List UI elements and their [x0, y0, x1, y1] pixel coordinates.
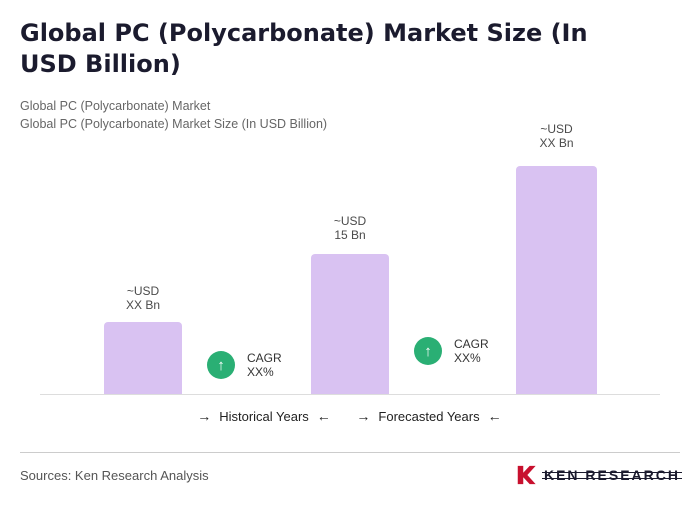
bar-value-line1: ~USD — [540, 122, 573, 136]
ken-research-logo: KEN RESEARCH — [515, 464, 683, 486]
cagr-value: XX% — [247, 365, 274, 379]
x-axis-labels: → Historical Years ← → Forecasted Years … — [20, 408, 680, 430]
cagr-text: CAGR XX% — [454, 337, 489, 365]
chart-subtitle-market: Global PC (Polycarbonate) Market — [20, 99, 211, 113]
forecasted-years-label: → Forecasted Years ← — [356, 408, 501, 424]
right-arrow-icon: → — [356, 408, 371, 424]
bar-historical — [104, 322, 182, 394]
ken-research-logo-text: KEN RESEARCH — [541, 467, 683, 483]
bar-base — [311, 254, 389, 394]
chart-subtitle-size: Global PC (Polycarbonate) Market Size (I… — [20, 117, 328, 131]
bar-value-label-base: ~USD 15 Bn — [311, 214, 389, 242]
growth-up-arrow-icon: ↑ — [207, 351, 235, 379]
cagr-badge-2: ↑ CAGR XX% — [414, 337, 489, 365]
historical-years-text: Historical Years — [219, 408, 309, 424]
cagr-badge-1: ↑ CAGR XX% — [207, 351, 282, 379]
bar-value-line1: ~USD — [333, 214, 367, 228]
bar-value-line1: ~USD — [126, 284, 160, 298]
cagr-text: CAGR XX% — [247, 351, 282, 379]
left-arrow-icon: ← — [316, 408, 331, 424]
bar-value-label-historical: ~USD XX Bn — [104, 284, 182, 312]
cagr-label: CAGR — [247, 351, 282, 365]
bar-value-line2: XX Bn — [539, 136, 574, 150]
page-title: Global PC (Polycarbonate) Market Size (I… — [20, 19, 588, 79]
bar-value-line2: 15 Bn — [334, 228, 366, 242]
bar-forecast — [516, 166, 597, 394]
forecasted-years-text: Forecasted Years — [378, 408, 480, 424]
cagr-label: CAGR — [454, 337, 489, 351]
right-arrow-icon: → — [197, 408, 212, 424]
footer: Sources: Ken Research Analysis KEN RESEA… — [20, 452, 683, 486]
cagr-value: XX% — [454, 351, 481, 365]
bar-value-line2: XX Bn — [125, 298, 161, 312]
growth-up-arrow-icon: ↑ — [414, 337, 442, 365]
bar-value-label-forecast: ~USD XX Bn — [516, 122, 597, 150]
ken-research-logo-mark — [517, 465, 536, 485]
historical-years-label: → Historical Years ← — [197, 408, 331, 424]
bar-chart: ~USD XX Bn ~USD 15 Bn ~USD XX Bn ↑ CAGR … — [40, 120, 660, 395]
sources-text: Sources: Ken Research Analysis — [20, 467, 209, 483]
left-arrow-icon: ← — [487, 408, 502, 424]
